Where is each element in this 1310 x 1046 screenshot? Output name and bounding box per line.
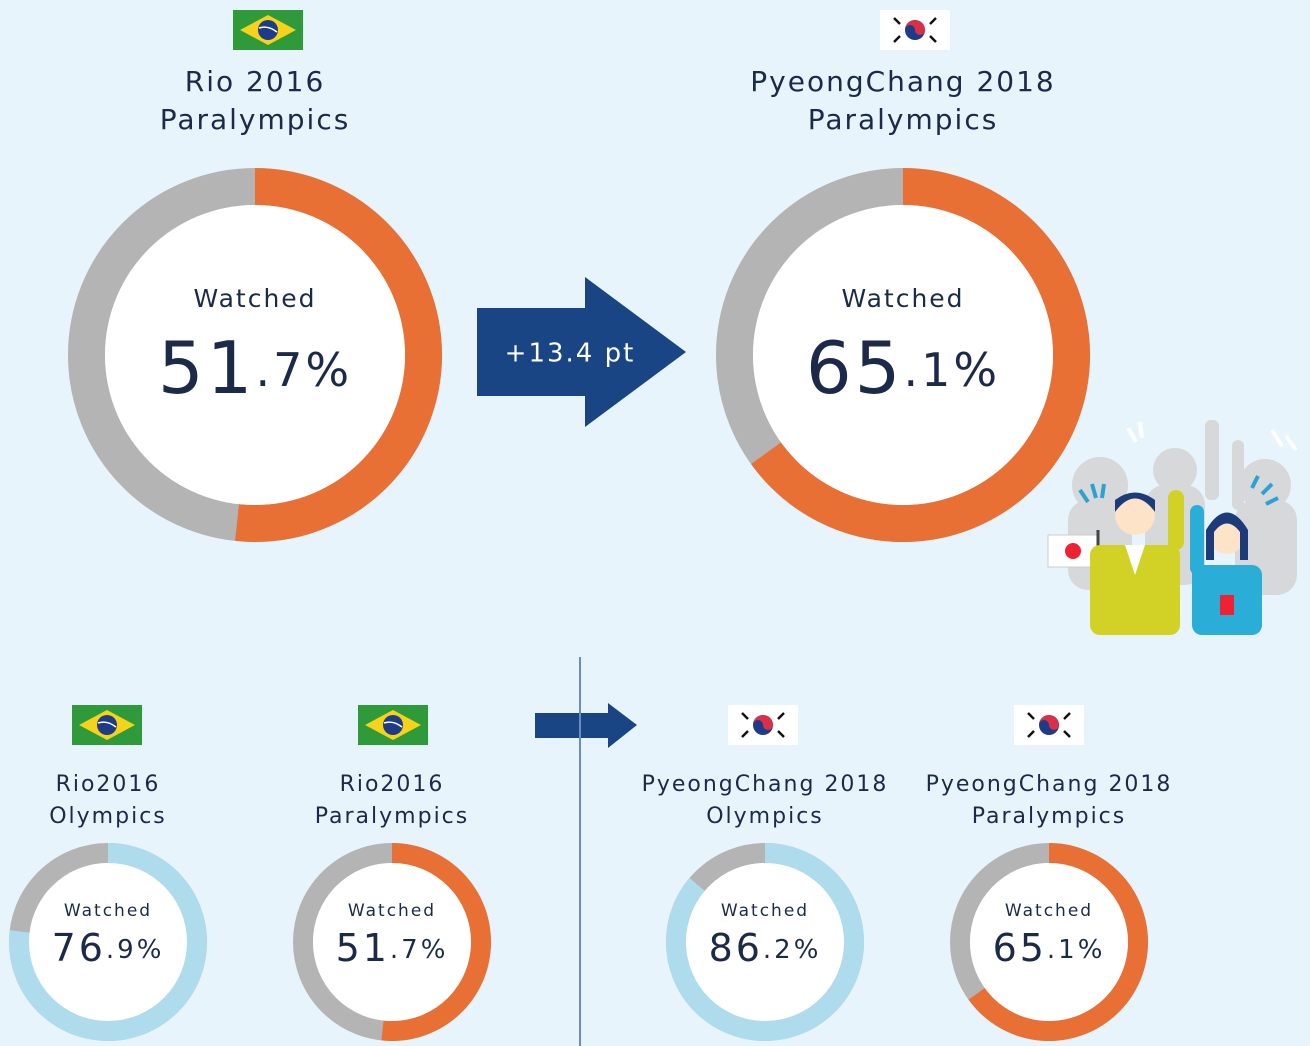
chart-title: Paralympics [972, 804, 1126, 829]
donut-hole [313, 863, 471, 1021]
value-label: 65.1% [806, 326, 1000, 410]
chart-title: Paralympics [808, 103, 999, 136]
donut-segment [235, 168, 442, 543]
center-label: Watched [1005, 901, 1093, 921]
chart-title: Paralympics [315, 804, 469, 829]
value-label: 51.7% [336, 926, 449, 970]
chart-title: PyeongChang 2018 [750, 65, 1055, 98]
flag-korea [880, 10, 950, 50]
donut-hole [970, 863, 1128, 1021]
donut-segment [381, 843, 491, 1041]
center-label: Watched [193, 284, 316, 313]
big-arrow [477, 277, 686, 427]
flag-korea [1014, 705, 1084, 745]
donut-chart: Rio2016 Olympics Watched 76.9% [8, 772, 208, 1041]
donut-hole [29, 863, 187, 1021]
chart-title: Rio2016 [56, 772, 161, 797]
chart-title: PyeongChang 2018 [926, 772, 1173, 797]
center-label: Watched [64, 901, 152, 921]
value-label: 76.9% [52, 926, 165, 970]
chart-title: Rio2016 [340, 772, 445, 797]
center-label: Watched [348, 901, 436, 921]
value-label: 51.7% [158, 326, 352, 410]
flag-brazil [358, 705, 428, 745]
donut-chart: Rio 2016 Paralympics Watched 51.7% [68, 65, 442, 543]
value-label: 86.2% [709, 926, 822, 970]
donut-chart: PyeongChang 2018 Paralympics Watched 65.1% [716, 65, 1090, 542]
chart-title: Olympics [49, 804, 167, 829]
flag-brazil [233, 10, 303, 50]
value-label: 65.1% [993, 926, 1106, 970]
small-arrow [535, 703, 637, 748]
arrow-label: +13.4 pt [505, 339, 636, 369]
chart-title: PyeongChang 2018 [642, 772, 889, 797]
chart-title: Rio 2016 [185, 65, 326, 98]
crowd-illustration [1047, 420, 1298, 635]
donut-chart: PyeongChang 2018 Paralympics Watched 65.1% [926, 772, 1173, 1041]
center-label: Watched [721, 901, 809, 921]
flag-brazil [72, 705, 142, 745]
donut-hole [105, 205, 405, 505]
donut-hole [753, 205, 1053, 505]
chart-title: Paralympics [160, 103, 351, 136]
donut-chart: PyeongChang 2018 Olympics Watched 86.2% [642, 772, 889, 1041]
donut-hole [686, 863, 844, 1021]
donut-chart: Rio2016 Paralympics Watched 51.7% [293, 772, 491, 1041]
center-label: Watched [841, 284, 964, 313]
flag-korea [728, 705, 798, 745]
chart-title: Olympics [706, 804, 824, 829]
